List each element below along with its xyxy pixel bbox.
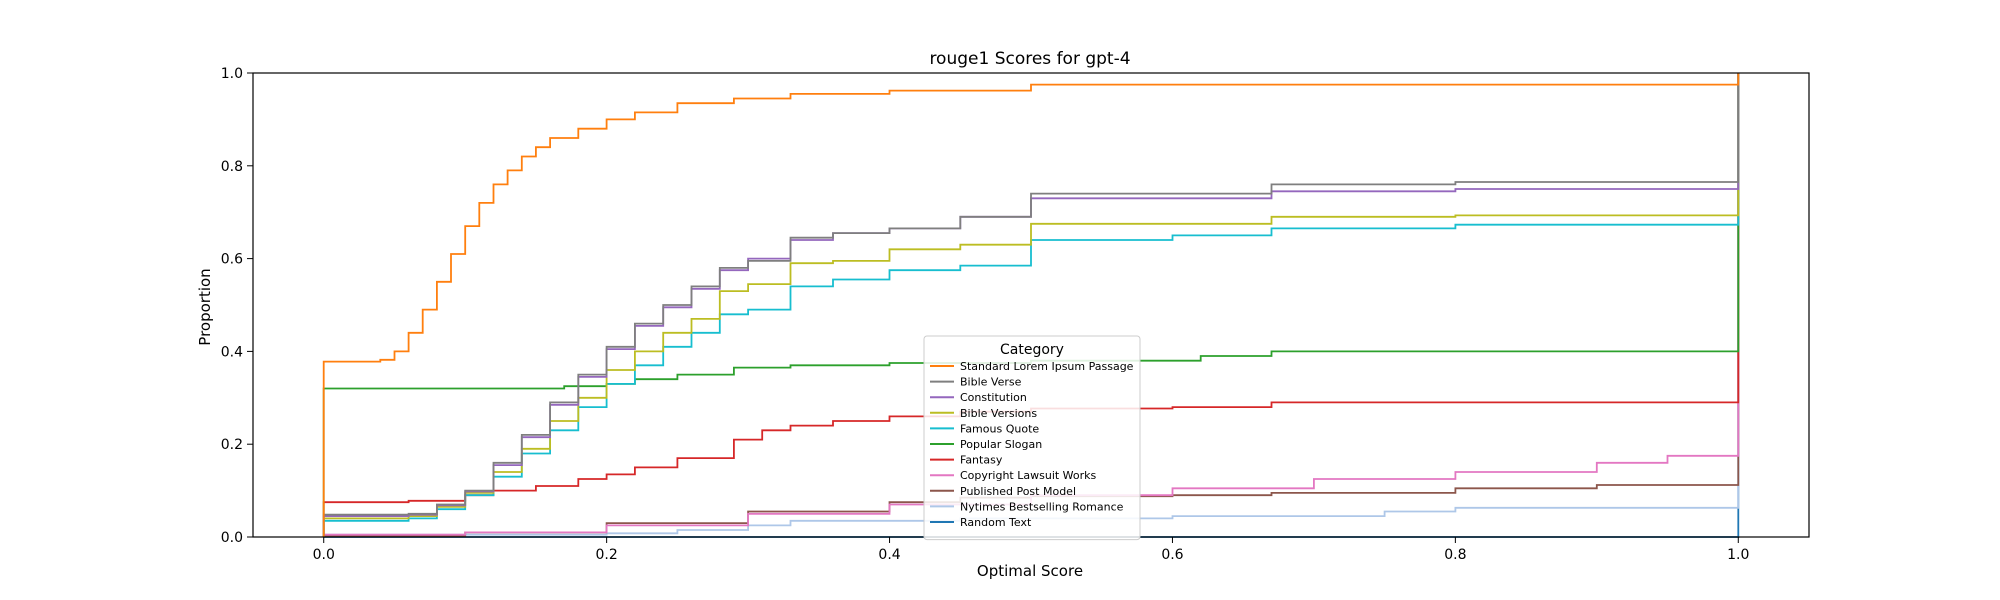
series-line-bible-verse	[322, 73, 1740, 537]
legend-label: Constitution	[960, 391, 1027, 404]
x-tick-label: 1.0	[1727, 547, 1749, 563]
series-line-copyright-lawsuit-works	[322, 73, 1740, 537]
legend-title: Category	[1000, 342, 1064, 358]
series-line-popular-slogan	[322, 73, 1740, 537]
plot-area	[322, 73, 1740, 538]
legend: Category Standard Lorem Ipsum Passage Bibl…	[923, 335, 1141, 541]
y-tick-label: 0.2	[221, 437, 243, 453]
legend-label: Famous Quote	[960, 422, 1039, 435]
y-axis-label: Proportion	[196, 268, 214, 345]
y-tick-label: 0.0	[221, 530, 243, 546]
legend-label: Bible Verse	[960, 376, 1022, 389]
legend-label: Bible Versions	[960, 407, 1037, 420]
legend-label: Random Text	[960, 516, 1032, 529]
y-tick-label: 1.0	[221, 66, 243, 82]
x-tick-label: 0.8	[1444, 547, 1466, 563]
legend-label: Popular Slogan	[960, 438, 1042, 451]
legend-box	[923, 335, 1141, 541]
x-axis-label: Optimal Score	[977, 562, 1083, 580]
y-tick-label: 0.6	[221, 252, 243, 268]
series-line-standard-lorem-ipsum-passage	[322, 73, 1740, 537]
legend-label: Fantasy	[960, 454, 1003, 467]
y-tick-label: 0.8	[221, 159, 243, 175]
chart-title: rouge1 Scores for gpt-4	[929, 49, 1130, 69]
legend-label: Nytimes Bestselling Romance	[960, 500, 1124, 513]
x-tick-label: 0.2	[596, 547, 618, 563]
x-tick-label: 0.4	[878, 547, 900, 563]
x-tick-label: 0.6	[1161, 547, 1183, 563]
x-axis: 0.0 0.2 0.4 0.6 0.8 1.0	[313, 537, 1749, 563]
series-line-bible-versions	[322, 73, 1740, 537]
y-tick-label: 0.4	[221, 344, 243, 360]
legend-label: Published Post Model	[960, 485, 1076, 498]
x-tick-label: 0.0	[313, 547, 335, 563]
legend-label: Copyright Lawsuit Works	[960, 469, 1097, 482]
y-axis: 0.0 0.2 0.4 0.6 0.8 1.0	[221, 66, 253, 546]
legend-label: Standard Lorem Ipsum Passage	[960, 360, 1134, 373]
